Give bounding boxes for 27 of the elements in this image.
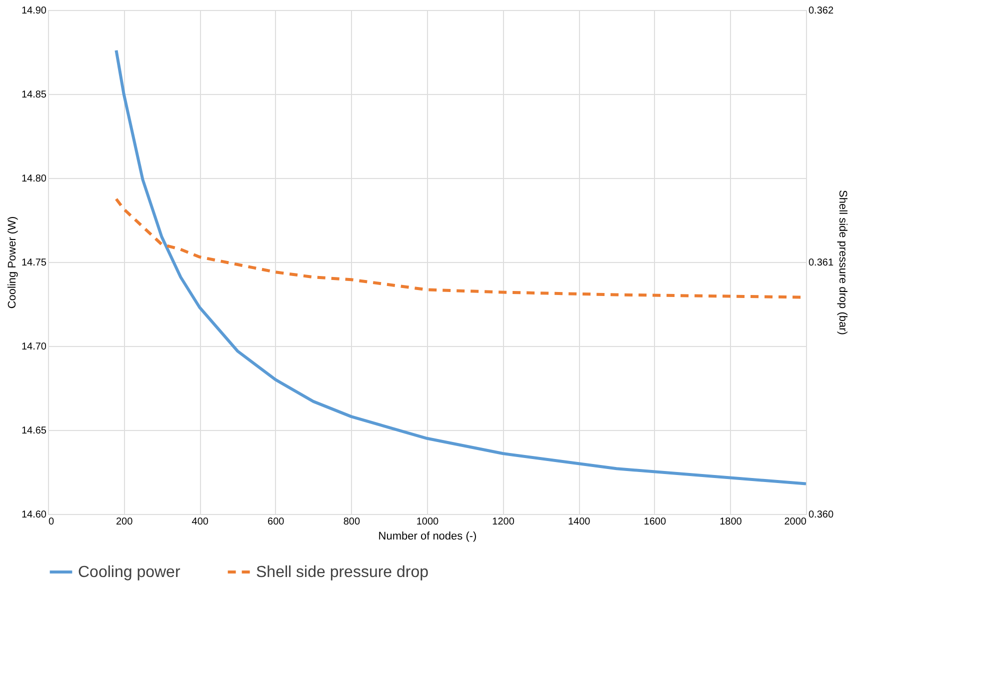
- x-tick-label: 1000: [416, 516, 440, 528]
- y-tick-label: 14.80: [21, 174, 47, 184]
- x-tick-label: 1600: [644, 516, 666, 528]
- y-tick-label: 14.70: [21, 342, 47, 352]
- y2-axis-title: Shell side pressure drop (bar): [836, 190, 849, 335]
- y2-tick-label: 0.361: [808, 258, 834, 268]
- y2-tick-label: 0.362: [808, 6, 834, 16]
- x-axis-title: Number of nodes (-): [378, 530, 477, 542]
- x-tick-label: 200: [116, 516, 134, 528]
- x-tick-label: 1200: [492, 516, 515, 528]
- x-tick-label: 1800: [720, 516, 742, 528]
- y-tick-label: 14.60: [21, 510, 47, 520]
- line-series: [114, 48, 806, 486]
- y-tick-label: 14.85: [21, 90, 47, 100]
- y2-tick-label: 0.360: [808, 510, 834, 520]
- x-tick-label: 800: [343, 516, 360, 528]
- x-tick-label: 600: [268, 516, 285, 528]
- legend-label: Cooling power: [78, 564, 181, 581]
- y-tick-label: 14.75: [21, 258, 47, 268]
- y-axis-title: Cooling Power (W): [6, 216, 18, 309]
- legend-label: Shell side pressure drop: [256, 564, 429, 581]
- x-tick-label: 400: [192, 516, 209, 528]
- x-tick-label: 1400: [568, 516, 591, 528]
- x-tick-label: 2000: [784, 516, 807, 528]
- y-tick-label: 14.90: [21, 6, 47, 16]
- x-tick-label: 0: [48, 516, 54, 528]
- y-tick-label: 14.65: [21, 426, 47, 436]
